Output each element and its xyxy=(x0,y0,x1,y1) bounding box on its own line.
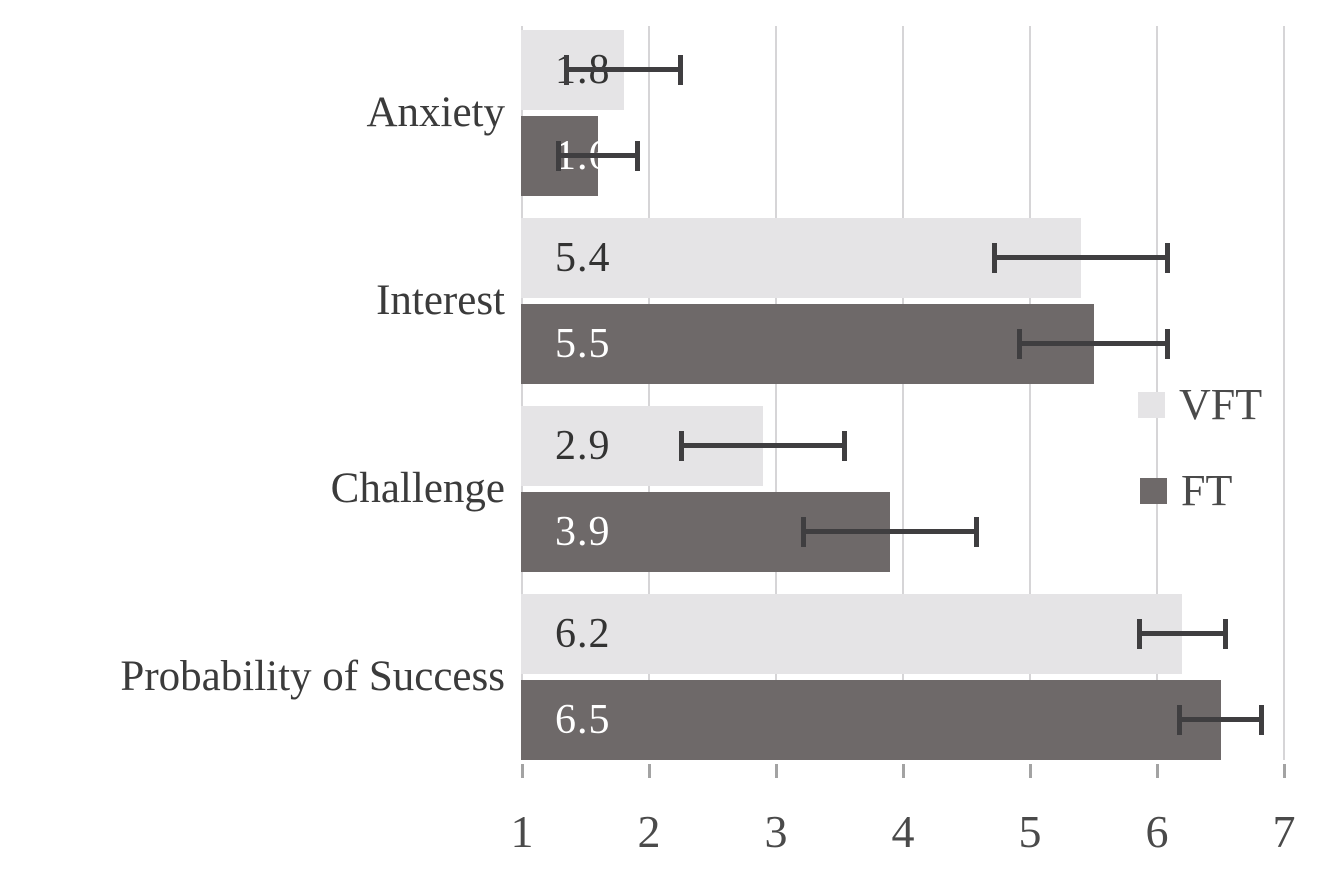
axis-tick-label-3: 3 xyxy=(764,806,788,857)
axis-tick-label-7: 7 xyxy=(1272,806,1296,857)
legend-swatch-vft xyxy=(1138,392,1165,418)
legend-item-vft: VFT xyxy=(1138,380,1262,430)
error-bar-ft-challenge xyxy=(801,517,980,547)
gridline-2 xyxy=(648,26,650,760)
axis-tick-1 xyxy=(521,764,524,778)
error-bar-cap-right xyxy=(1164,329,1170,359)
axis-tick-label-2: 2 xyxy=(637,806,661,857)
axis-tick-label-1: 1 xyxy=(510,806,534,857)
legend-label-vft: VFT xyxy=(1179,380,1263,429)
error-bar-vft-challenge xyxy=(679,431,848,461)
error-bar-cap-right xyxy=(635,141,641,171)
category-label-anxiety: Anxiety xyxy=(366,89,505,136)
bar-value-label-vft-challenge: 2.9 xyxy=(555,423,611,469)
error-bar-ft-interest xyxy=(1017,329,1170,359)
error-bar-vft-anxiety xyxy=(563,55,684,85)
error-bar-cap-right xyxy=(1164,243,1170,273)
bar-value-label-ft-probability-of-success: 6.5 xyxy=(555,697,611,743)
bar-value-label-ft-interest: 5.5 xyxy=(555,321,611,367)
axis-tick-2 xyxy=(648,764,651,778)
axis-tick-label-4: 4 xyxy=(891,806,915,857)
category-label-probability-of-success: Probability of Success xyxy=(120,653,505,700)
error-bar-line xyxy=(1177,717,1264,722)
error-bar-vft-probability-of-success xyxy=(1136,619,1229,649)
error-bar-line xyxy=(679,443,848,448)
gridline-4 xyxy=(902,26,904,760)
error-bar-line xyxy=(563,67,684,72)
category-label-challenge: Challenge xyxy=(330,465,505,512)
legend-item-ft: FT xyxy=(1140,466,1232,516)
bar-vft-interest xyxy=(521,218,1081,298)
gridline-1 xyxy=(521,26,523,760)
error-bar-line xyxy=(991,255,1170,260)
error-bar-vft-interest xyxy=(991,243,1170,273)
error-bar-ft-probability-of-success xyxy=(1177,705,1264,735)
bar-value-label-ft-challenge: 3.9 xyxy=(555,509,611,555)
axis-tick-label-6: 6 xyxy=(1145,806,1169,857)
gridline-7 xyxy=(1283,26,1285,760)
gridline-5 xyxy=(1029,26,1031,760)
axis-tick-6 xyxy=(1156,764,1159,778)
axis-tick-5 xyxy=(1029,764,1032,778)
axis-tick-4 xyxy=(902,764,905,778)
bar-value-label-vft-interest: 5.4 xyxy=(555,235,611,281)
error-bar-cap-right xyxy=(678,55,684,85)
axis-tick-7 xyxy=(1283,764,1286,778)
bar-value-label-vft-probability-of-success: 6.2 xyxy=(555,611,611,657)
bar-ft-probability-of-success xyxy=(521,680,1221,760)
error-bar-cap-right xyxy=(842,431,848,461)
error-bar-line xyxy=(1136,631,1229,636)
error-bar-line xyxy=(556,153,641,158)
gridline-3 xyxy=(775,26,777,760)
error-bar-line xyxy=(1017,341,1170,346)
error-bar-cap-right xyxy=(1223,619,1229,649)
legend-label-ft: FT xyxy=(1181,466,1233,515)
error-bar-line xyxy=(801,529,980,534)
legend-swatch-ft xyxy=(1140,478,1167,504)
error-bar-cap-right xyxy=(1258,705,1264,735)
category-label-interest: Interest xyxy=(376,277,505,324)
error-bar-cap-right xyxy=(974,517,980,547)
error-bar-ft-anxiety xyxy=(556,141,641,171)
axis-tick-label-5: 5 xyxy=(1018,806,1042,857)
bar-vft-probability-of-success xyxy=(521,594,1183,674)
bar-ft-interest xyxy=(521,304,1094,384)
axis-tick-3 xyxy=(775,764,778,778)
